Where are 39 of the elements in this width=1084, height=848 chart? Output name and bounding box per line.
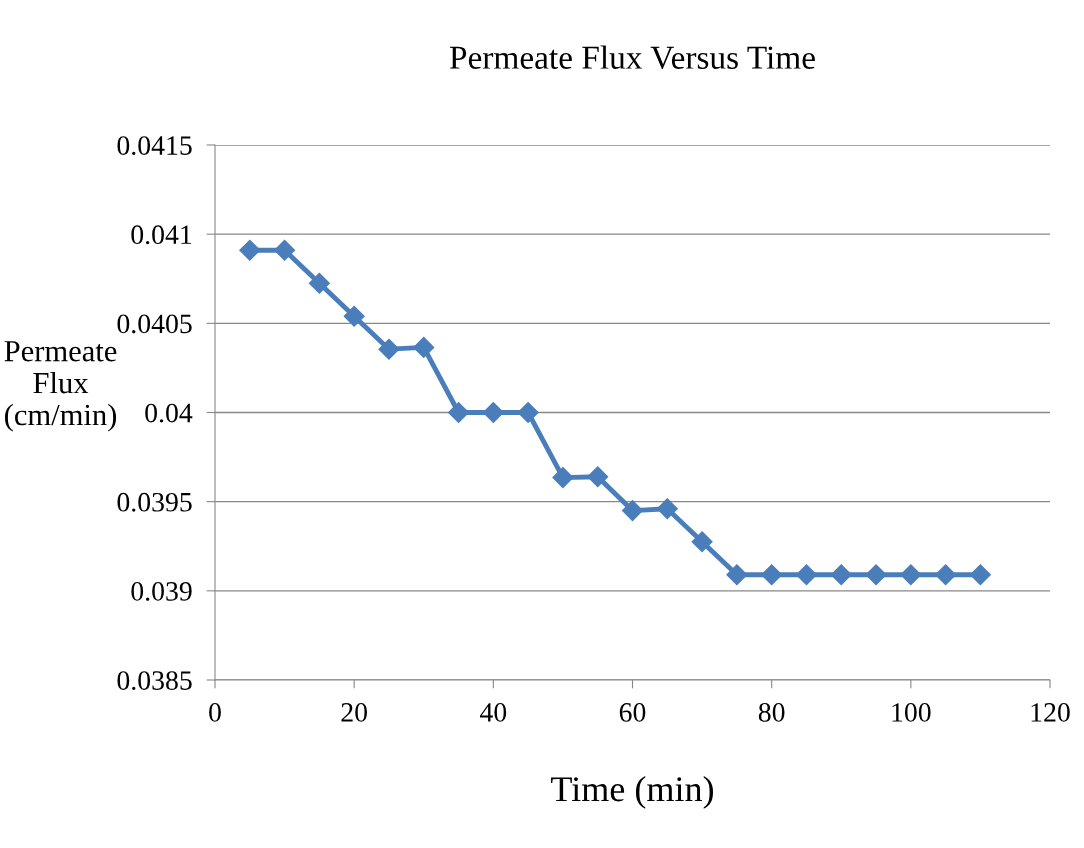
- point: [935, 564, 957, 586]
- point: [656, 498, 678, 520]
- point: [691, 531, 713, 553]
- point: [830, 564, 852, 586]
- x-tick-label: 120: [1031, 703, 1070, 722]
- point: [308, 272, 330, 294]
- point: [343, 305, 365, 327]
- point: [865, 564, 887, 586]
- y-tick-label: 0.0385: [117, 671, 192, 691]
- point: [761, 564, 783, 586]
- point: [482, 401, 504, 424]
- x-tick-label: 0: [209, 703, 221, 722]
- chart-title: Permeate Flux Versus Time: [449, 45, 815, 70]
- y-tick-label: 0.0415: [117, 136, 192, 156]
- x-tick-label: 100: [892, 703, 931, 722]
- point: [726, 564, 748, 586]
- x-tick-label: 20: [341, 703, 367, 722]
- x-tick-label: 60: [619, 703, 646, 722]
- x-tick-label: 40: [479, 703, 507, 722]
- point: [517, 401, 539, 424]
- x-tick-label: 80: [758, 703, 785, 722]
- y-tick-label: 0.041: [131, 225, 192, 245]
- x-axis-title: Time (min): [551, 776, 714, 809]
- point: [274, 239, 296, 261]
- point: [621, 500, 644, 522]
- y-tick-label: 0.039: [131, 582, 192, 601]
- point: [969, 564, 991, 586]
- y-tick-label: 0.0395: [117, 492, 192, 512]
- point: [448, 401, 470, 424]
- point: [587, 466, 609, 488]
- y-tick-label: 0.04: [145, 403, 193, 423]
- point: [239, 239, 261, 261]
- point: [378, 338, 400, 360]
- y-tick-label: 0.0405: [117, 314, 192, 334]
- point: [413, 336, 435, 358]
- y-axis-title: Permeate Flux (cm/min): [4, 341, 117, 432]
- point: [552, 467, 574, 489]
- point: [900, 564, 922, 586]
- point: [795, 564, 817, 586]
